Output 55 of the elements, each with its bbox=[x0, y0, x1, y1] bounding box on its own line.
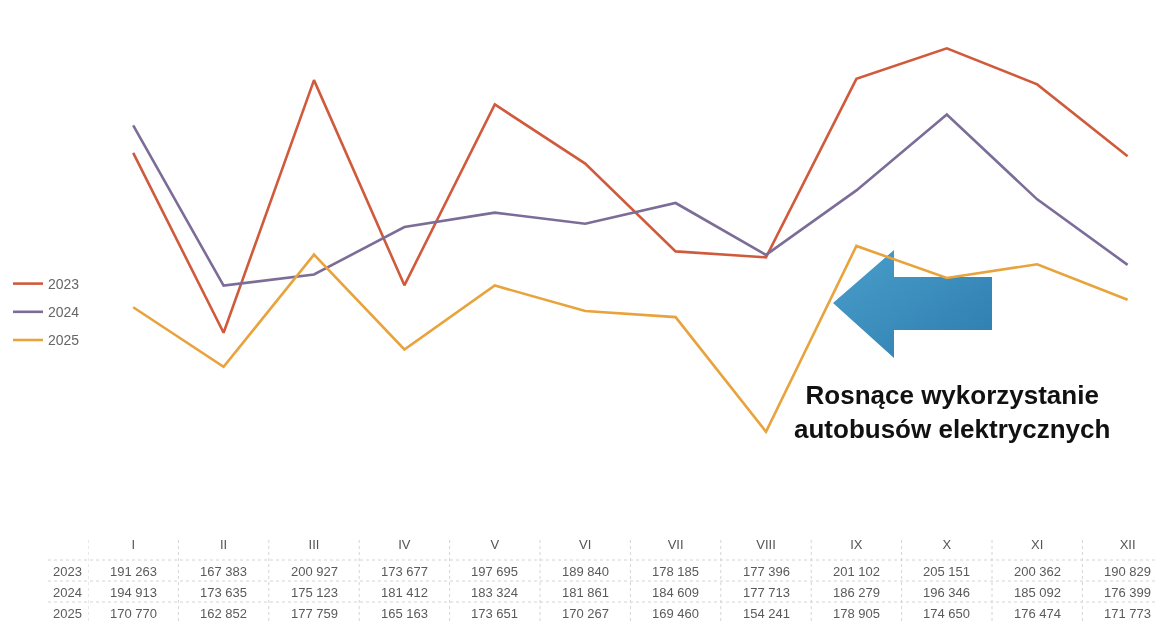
text: 2025 bbox=[53, 606, 82, 621]
x-tick-label: XI bbox=[1031, 537, 1044, 552]
data-label: 169 460 bbox=[652, 606, 699, 621]
x-tick-label: IX bbox=[850, 537, 863, 552]
annotation: Rosnące wykorzystanie autobusów elektrycznych bbox=[794, 380, 1111, 444]
x-tick-label: III bbox=[308, 537, 320, 552]
x-tick-label: II bbox=[219, 537, 228, 552]
data-label: 197 695 bbox=[471, 564, 518, 579]
legend-label: 2024 bbox=[48, 304, 80, 321]
x-tick-label: V bbox=[490, 537, 500, 552]
data-label: 177 759 bbox=[291, 606, 338, 621]
data-label: 186 279 bbox=[833, 585, 880, 600]
data-label: 177 713 bbox=[743, 585, 790, 600]
data-label: 167 383 bbox=[200, 564, 247, 579]
x-tick-label: X bbox=[942, 537, 952, 552]
data-label: 190 829 bbox=[1104, 564, 1151, 579]
data-label: 173 651 bbox=[471, 606, 518, 621]
data-label: 191 263 bbox=[110, 564, 157, 579]
text: 2024 bbox=[53, 585, 82, 600]
data-label: 165 163 bbox=[381, 606, 428, 621]
data-label: 184 609 bbox=[652, 585, 699, 600]
text: 2023 bbox=[53, 564, 82, 579]
data-label: 181 861 bbox=[562, 585, 609, 600]
data-label: 185 092 bbox=[1014, 585, 1061, 600]
x-tick-label: I bbox=[131, 537, 136, 552]
data-label: 177 396 bbox=[743, 564, 790, 579]
x-tick-label: XII bbox=[1119, 537, 1136, 552]
data-label: 200 362 bbox=[1014, 564, 1061, 579]
data-label: 196 346 bbox=[923, 585, 970, 600]
data-label: 174 650 bbox=[923, 606, 970, 621]
data-label: 183 324 bbox=[471, 585, 518, 600]
data-label: 154 241 bbox=[743, 606, 790, 621]
data-label: 189 840 bbox=[562, 564, 609, 579]
data-label: 201 102 bbox=[833, 564, 880, 579]
data-label: 170 267 bbox=[562, 606, 609, 621]
x-tick-label: VI bbox=[579, 537, 592, 552]
x-tick-label: IV bbox=[398, 537, 411, 552]
data-label: 178 185 bbox=[652, 564, 699, 579]
data-label: 171 773 bbox=[1104, 606, 1151, 621]
data-label: 173 677 bbox=[381, 564, 428, 579]
data-label: 176 474 bbox=[1014, 606, 1061, 621]
data-label: 176 399 bbox=[1104, 585, 1151, 600]
x-tick-label: VIII bbox=[756, 537, 776, 552]
data-label: 178 905 bbox=[833, 606, 880, 621]
data-label: 162 852 bbox=[200, 606, 247, 621]
legend-label: 2023 bbox=[48, 276, 80, 293]
x-tick-label: VII bbox=[667, 537, 684, 552]
legend-label: 2025 bbox=[48, 332, 80, 349]
data-label: 170 770 bbox=[110, 606, 157, 621]
data-label: 173 635 bbox=[200, 585, 247, 600]
data-label: 194 913 bbox=[110, 585, 157, 600]
data-label: 181 412 bbox=[381, 585, 428, 600]
data-label: 175 123 bbox=[291, 585, 338, 600]
data-label: 205 151 bbox=[923, 564, 970, 579]
data-label: 200 927 bbox=[291, 564, 338, 579]
